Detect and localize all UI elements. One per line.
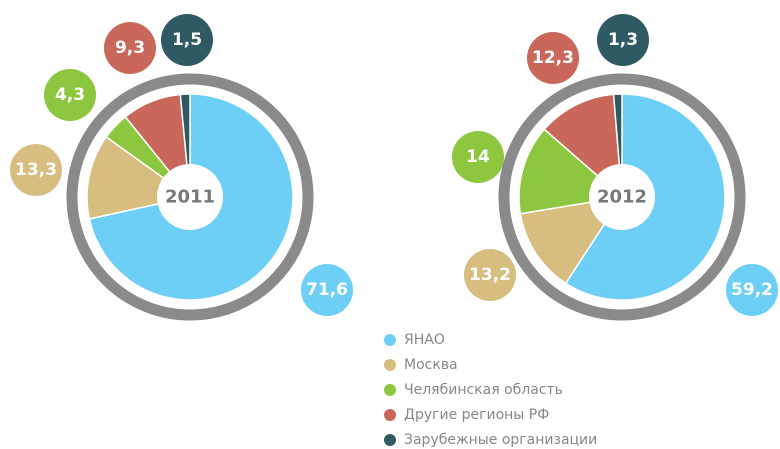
value-label: 13,3 (15, 160, 57, 180)
label-bubble (464, 249, 516, 301)
legend-label: Москва (404, 357, 458, 373)
legend-swatch (384, 434, 396, 446)
label-bubble (452, 131, 504, 183)
year-label: 2011 (165, 187, 215, 208)
legend-swatch (384, 334, 396, 346)
legend-swatch (384, 384, 396, 396)
value-label: 71,6 (306, 280, 348, 300)
center-hole (589, 164, 655, 230)
value-label: 1,5 (172, 30, 202, 50)
legend-label: ЯНАО (404, 332, 445, 348)
outer-ring (498, 73, 746, 321)
legend-swatch (384, 409, 396, 421)
center-hole (157, 164, 223, 230)
value-label: 14 (466, 147, 490, 167)
label-bubble (10, 144, 62, 196)
label-bubble (44, 69, 96, 121)
value-label: 9,3 (115, 38, 145, 58)
legend-label: Зарубежные организации (404, 432, 597, 448)
year-label: 2012 (597, 187, 647, 208)
value-label: 59,2 (731, 280, 773, 300)
label-bubble (597, 14, 649, 66)
label-bubble (161, 14, 213, 66)
wedge (519, 195, 624, 285)
legend-label: Другие регионы РФ (404, 407, 549, 423)
value-label: 12,3 (532, 48, 574, 68)
value-label: 1,3 (608, 30, 638, 50)
value-label: 13,2 (469, 265, 511, 285)
label-bubble (726, 264, 778, 316)
label-bubble (527, 32, 579, 84)
value-label: 4,3 (55, 85, 85, 105)
label-bubble (301, 264, 353, 316)
legend-swatch (384, 359, 396, 371)
label-bubble (104, 22, 156, 74)
outer-ring (66, 73, 314, 321)
legend-label: Челябинская область (404, 382, 563, 398)
